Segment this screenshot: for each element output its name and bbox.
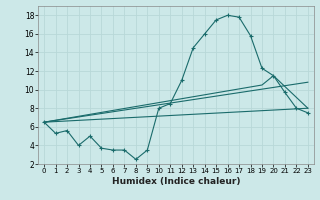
X-axis label: Humidex (Indice chaleur): Humidex (Indice chaleur) <box>112 177 240 186</box>
